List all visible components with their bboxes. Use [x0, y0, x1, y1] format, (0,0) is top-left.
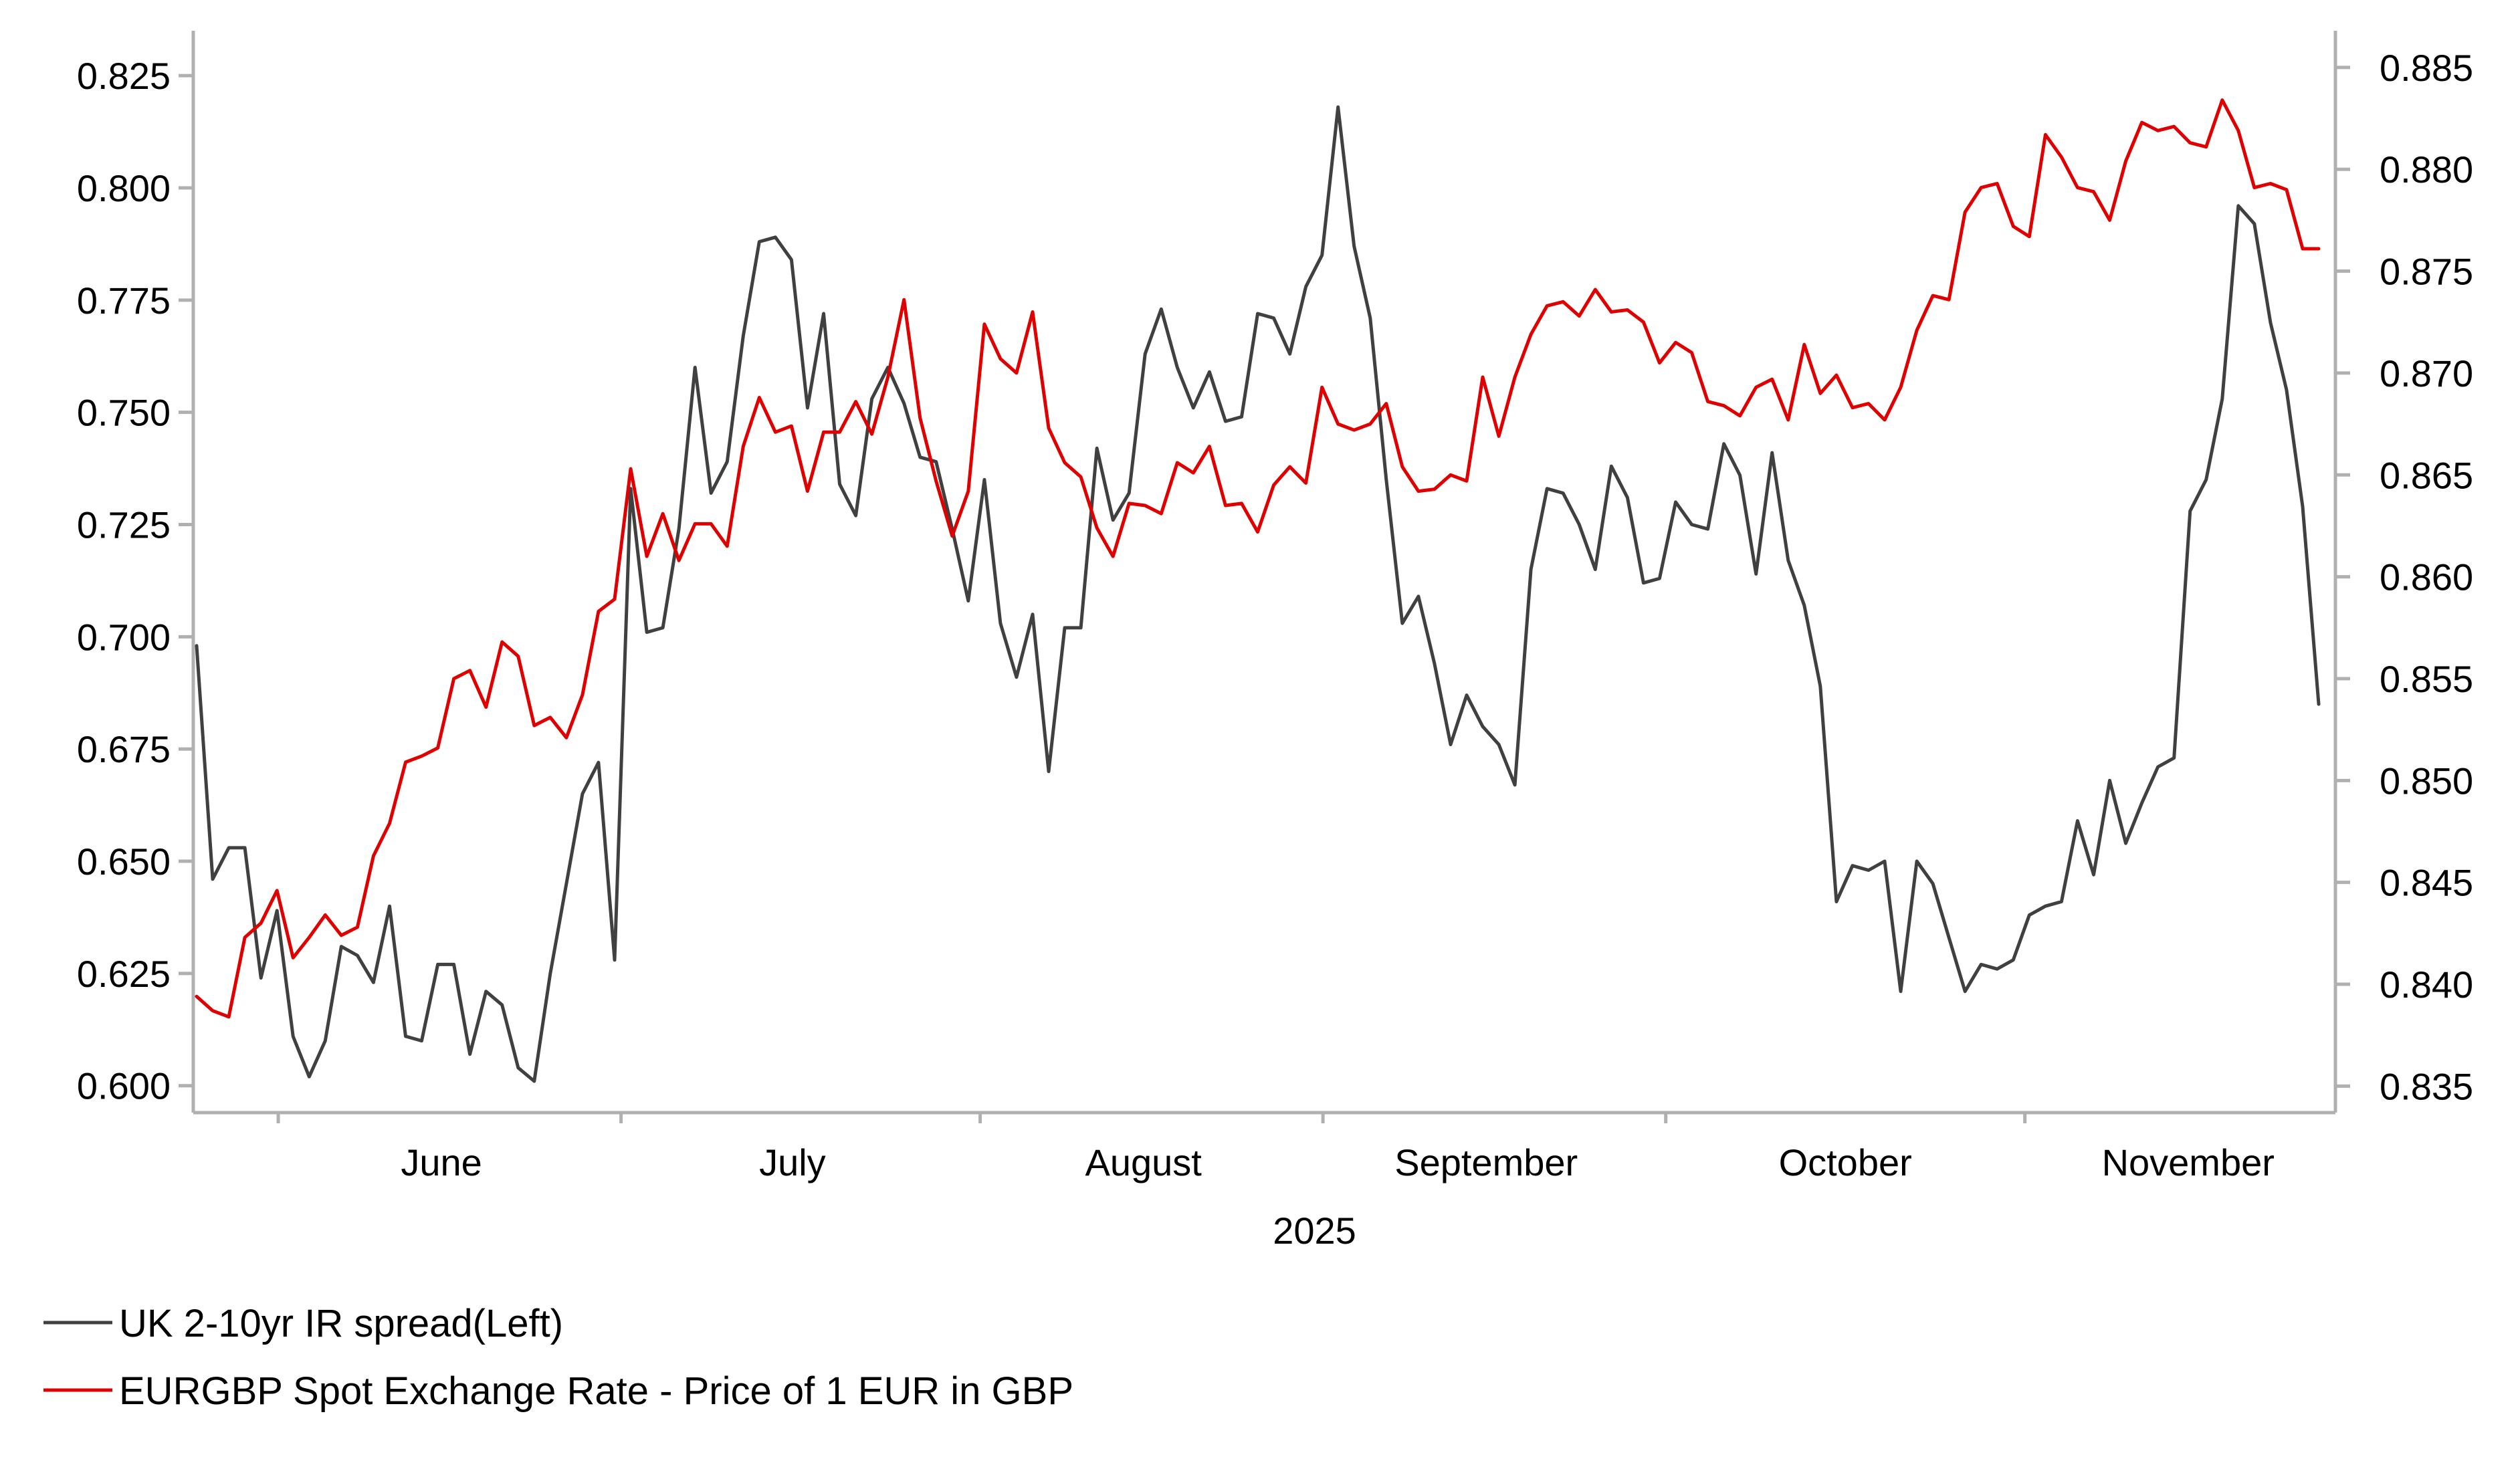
right-y-tick-label: 0.875 — [2380, 251, 2473, 293]
right-y-tick-label: 0.870 — [2380, 352, 2473, 394]
x-axis: June July August September October November — [276, 1113, 2275, 1183]
series-layer — [195, 98, 2321, 1083]
left-y-tick-label: 0.825 — [77, 55, 171, 97]
x-axis-month-label: July — [759, 1141, 826, 1183]
right-y-tick-label: 0.885 — [2380, 47, 2473, 89]
right-y-tick-label: 0.850 — [2380, 760, 2473, 802]
right-y-tick-label: 0.865 — [2380, 454, 2473, 496]
x-axis-month-label: August — [1085, 1141, 1202, 1183]
right-y-tick-label: 0.855 — [2380, 658, 2473, 700]
left-y-tick-label: 0.650 — [77, 840, 171, 883]
left-y-tick-label: 0.600 — [77, 1065, 171, 1107]
uk-spread-series-line — [195, 105, 2321, 1083]
x-axis-month-label: October — [1779, 1141, 1912, 1183]
x-axis-month-label: November — [2102, 1141, 2275, 1183]
right-y-tick-label: 0.845 — [2380, 862, 2473, 904]
legend: UK 2-10yr IR spread(Left) EURGBP Spot Exc… — [43, 1302, 1073, 1413]
x-axis-month-label: September — [1394, 1141, 1578, 1183]
x-axis-month-label: June — [401, 1141, 482, 1183]
legend-label: EURGBP Spot Exchange Rate - Price of 1 E… — [119, 1369, 1073, 1413]
right-y-axis: 0.835 0.840 0.845 0.850 0.855 0.860 0.865 0.870… — [2335, 47, 2473, 1107]
left-y-tick-label: 0.725 — [77, 504, 171, 546]
right-y-tick-label: 0.860 — [2380, 556, 2473, 598]
eurgbp-series-line — [195, 98, 2321, 1019]
legend-label: UK 2-10yr IR spread(Left) — [119, 1302, 563, 1345]
left-y-tick-label: 0.750 — [77, 392, 171, 434]
x-axis-title: 2025 — [1273, 1210, 1356, 1252]
left-y-tick-label: 0.700 — [77, 616, 171, 658]
right-y-tick-label: 0.840 — [2380, 964, 2473, 1006]
plot-frame — [191, 31, 2337, 1115]
left-y-axis: 0.600 0.625 0.650 0.675 0.700 0.725 0.750 0.775… — [77, 55, 193, 1107]
left-y-tick-label: 0.675 — [77, 728, 171, 770]
right-y-tick-label: 0.880 — [2380, 148, 2473, 191]
right-y-tick-label: 0.835 — [2380, 1065, 2473, 1107]
left-y-tick-label: 0.775 — [77, 279, 171, 322]
left-y-tick-label: 0.800 — [77, 167, 171, 209]
left-y-tick-label: 0.625 — [77, 953, 171, 995]
